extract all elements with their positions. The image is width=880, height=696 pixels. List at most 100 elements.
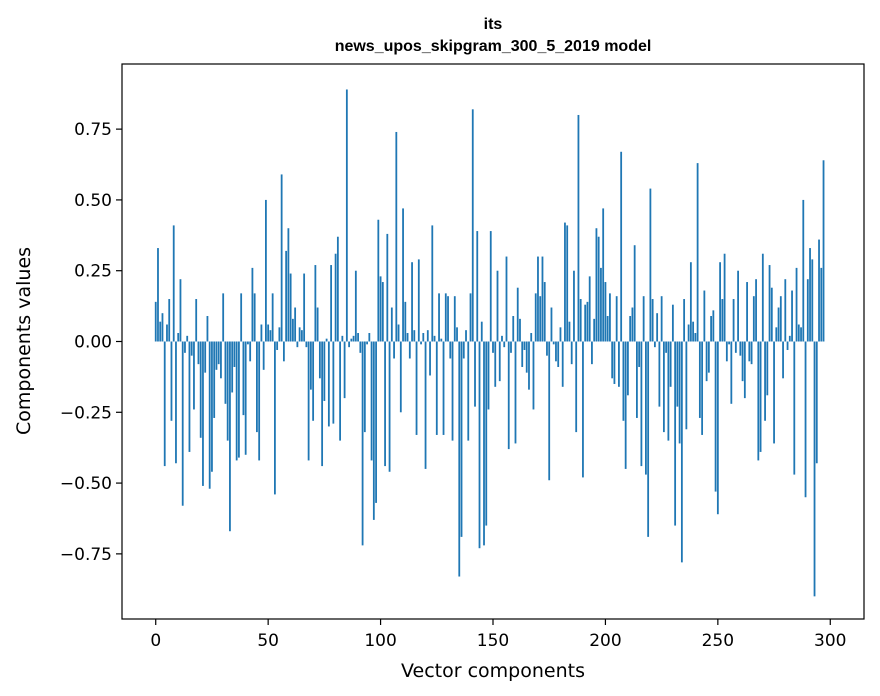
bar-156 (505, 256, 508, 342)
bar-256 (730, 341, 733, 404)
bar-141 (471, 109, 474, 342)
bar-250 (716, 341, 719, 515)
bar-222 (653, 341, 656, 348)
bar-275 (773, 341, 775, 444)
bar-51 (269, 330, 272, 342)
bar-206 (618, 341, 620, 387)
bar-273 (768, 265, 771, 342)
bar-19 (197, 341, 200, 365)
bar-136 (460, 341, 463, 537)
bar-43 (251, 267, 254, 342)
bar-103 (386, 233, 389, 342)
bar-82 (339, 341, 341, 441)
bar-162 (519, 318, 521, 342)
bar-157 (507, 341, 510, 450)
bar-232 (676, 341, 679, 407)
bar-224 (658, 341, 661, 407)
bar-155 (503, 341, 506, 348)
bar-175 (548, 341, 551, 481)
bar-88 (352, 335, 355, 342)
bar-234 (680, 341, 683, 563)
bar-98 (375, 341, 377, 503)
bar-27 (215, 341, 218, 370)
bar-124 (433, 335, 436, 342)
bar-45 (256, 341, 258, 433)
bar-144 (478, 341, 481, 549)
bar-126 (438, 293, 440, 342)
bar-180 (559, 327, 562, 342)
x-tick-label: 0 (150, 631, 161, 651)
bar-106 (393, 341, 395, 359)
bar-127 (440, 338, 443, 342)
bar-42 (249, 341, 252, 362)
bar-247 (710, 316, 712, 342)
bar-130 (447, 296, 449, 342)
bar-220 (649, 188, 652, 342)
bar-174 (546, 341, 548, 356)
bar-208 (622, 341, 625, 421)
bar-125 (435, 341, 438, 435)
bar-96 (370, 341, 373, 461)
bar-77 (327, 341, 330, 427)
bar-279 (782, 341, 784, 379)
bar-244 (703, 290, 706, 342)
bar-237 (687, 324, 690, 342)
bar-16 (190, 341, 193, 356)
bar-236 (685, 341, 688, 430)
bar-271 (764, 341, 766, 421)
bar-223 (656, 313, 659, 342)
bar-84 (343, 341, 346, 399)
bar-219 (647, 341, 650, 537)
bar-259 (737, 270, 739, 342)
bar-39 (242, 341, 245, 416)
bar-149 (489, 231, 492, 342)
bar-111 (404, 301, 407, 342)
bar-158 (510, 341, 512, 353)
bar-148 (487, 341, 490, 410)
bar-245 (705, 341, 708, 382)
bar-191 (584, 304, 587, 342)
bar-151 (494, 341, 497, 387)
bar-54 (276, 341, 279, 350)
bar-25 (211, 341, 213, 472)
x-tick-label: 100 (364, 631, 396, 651)
bar-33 (229, 341, 231, 532)
bar-228 (667, 341, 670, 441)
bar-172 (541, 256, 544, 342)
bar-74 (321, 341, 324, 467)
bar-18 (195, 299, 198, 342)
bar-95 (368, 333, 371, 342)
bar-36 (235, 341, 238, 461)
bar-198 (600, 267, 602, 342)
bar-251 (719, 262, 721, 342)
bar-283 (791, 290, 793, 342)
bar-8 (172, 225, 175, 342)
chart-subtitle: news_upos_skipgram_300_5_2019 model (335, 38, 652, 55)
bar-34 (231, 341, 234, 393)
bar-225 (660, 296, 663, 342)
bar-85 (345, 89, 348, 342)
bar-263 (746, 282, 748, 342)
bar-265 (750, 341, 753, 365)
bar-118 (420, 341, 422, 345)
axes-group: 0 50 100 150 200 250 300 −0.75 −0.50 −0.25 0.00 0.2… (60, 120, 847, 651)
bar-121 (426, 330, 429, 342)
bar-110 (402, 208, 404, 342)
bar-284 (793, 341, 796, 475)
bar-28 (217, 341, 220, 365)
bar-143 (476, 231, 479, 342)
bar-3 (161, 313, 164, 342)
bar-22 (204, 341, 207, 373)
bar-41 (247, 341, 249, 345)
y-tick-label: −0.75 (60, 545, 112, 565)
bar-102 (384, 341, 386, 467)
bar-10 (177, 333, 180, 342)
bar-26 (213, 341, 216, 418)
bar-80 (334, 253, 337, 342)
bar-7 (170, 341, 173, 421)
bar-176 (550, 307, 553, 342)
x-tick-label: 200 (589, 631, 621, 651)
bar-78 (330, 265, 333, 342)
bar-15 (188, 341, 191, 452)
